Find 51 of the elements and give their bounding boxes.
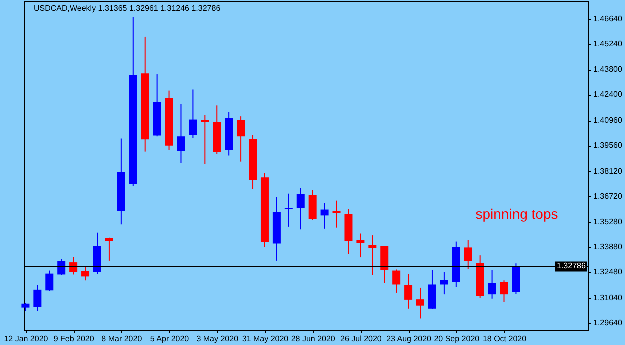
candlestick: [237, 116, 246, 162]
candlestick: [500, 280, 508, 303]
candlestick: [440, 272, 448, 296]
candlestick: [201, 114, 210, 166]
x-tick-label: 18 Oct 2020: [482, 334, 528, 344]
candlestick: [34, 284, 42, 312]
y-tick-label: 1.43800: [594, 65, 623, 74]
candlestick: [404, 274, 413, 310]
candlestick: [189, 89, 198, 139]
y-tick-label: 1.46640: [594, 14, 623, 24]
candlestick: [488, 270, 496, 300]
candlestick: [380, 246, 389, 284]
x-tick-label: 31 May 2020: [242, 334, 290, 344]
candlestick: [82, 266, 90, 282]
y-tick-label: 1.40960: [594, 116, 623, 126]
candlestick: [416, 287, 425, 320]
chart-title: USDCAD,Weekly 1.31365 1.32961 1.31246 1.32786: [34, 4, 222, 13]
annotation: spinning tops: [476, 206, 558, 222]
ref-line-label: 1.32786: [557, 262, 586, 271]
candlestick: [464, 240, 472, 270]
y-tick-label: 1.36720: [594, 192, 623, 201]
x-tick-label: 5 Apr 2020: [150, 334, 190, 344]
candlestick: [320, 202, 329, 230]
candlestick: [46, 270, 54, 292]
y-tick-label: 1.35280: [594, 218, 623, 227]
candlestick: [177, 104, 186, 164]
x-tick-label: 28 Jun 2020: [291, 334, 336, 344]
y-tick-label: 1.29640: [594, 318, 623, 328]
candlestick: [58, 259, 66, 276]
x-tick-label: 20 Sep 2020: [434, 334, 480, 344]
x-tick-label: 26 Jul 2020: [340, 334, 382, 344]
x-tick-label: 3 May 2020: [196, 334, 240, 344]
y-tick-label: 1.45240: [594, 39, 623, 48]
candlestick: [105, 237, 114, 262]
y-tick-label: 1.39560: [594, 141, 623, 150]
x-tick-label: 23 Aug 2020: [386, 334, 432, 344]
candlestick: [70, 256, 78, 276]
candlestick: [284, 193, 293, 228]
x-tick-label: 8 Mar 2020: [102, 334, 143, 344]
y-tick-label: 1.31040: [594, 293, 623, 302]
candlestick: [356, 233, 365, 258]
y-tick-label: 1.33880: [594, 242, 623, 252]
y-tick-label: 1.32480: [594, 268, 623, 277]
x-tick-label: 9 Feb 2020: [54, 334, 95, 344]
candlestick: [332, 200, 341, 228]
candlestick: [368, 235, 377, 276]
candlestick: [296, 188, 305, 230]
y-tick-label: 1.38120: [594, 166, 623, 176]
y-tick-label: 1.42400: [594, 90, 623, 100]
candlestick: [392, 269, 401, 294]
x-tick-label: 12 Jan 2020: [4, 334, 49, 344]
